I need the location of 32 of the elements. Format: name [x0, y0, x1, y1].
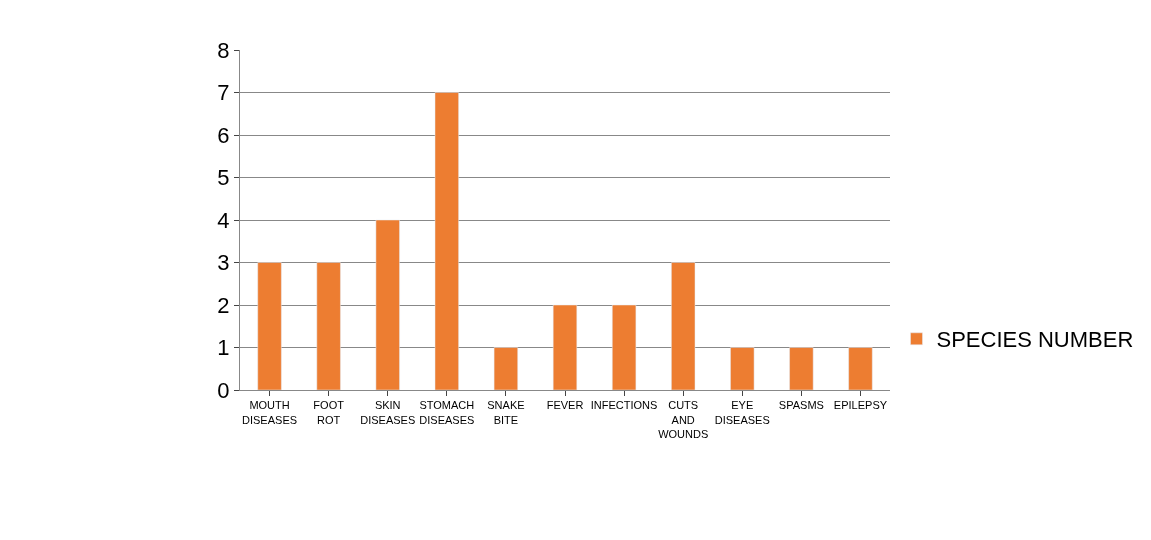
bar: [316, 262, 341, 390]
legend-label: SPECIES NUMBER: [936, 327, 1134, 353]
x-tick-label: INFECTIONS: [590, 399, 658, 412]
y-tick-label: 2: [217, 292, 230, 318]
x-tick-label: FEVER: [546, 399, 584, 412]
bar: [493, 347, 518, 390]
y-tick-label: 3: [217, 250, 230, 276]
y-tick-label: 6: [217, 122, 230, 148]
y-tick-label: 7: [217, 80, 230, 106]
bar: [730, 347, 755, 390]
x-tick-label: STOMACH DISEASES: [419, 399, 475, 426]
x-tick-label: CUTS AND WOUNDS: [658, 399, 709, 440]
bar: [789, 347, 814, 390]
x-tick-label: SKIN DISEASES: [360, 399, 416, 426]
y-tick-label: 1: [217, 335, 230, 361]
bar: [552, 304, 578, 390]
y-tick-label: 5: [217, 165, 230, 191]
x-tick-label: EYE DISEASES: [714, 399, 770, 426]
x-tick-label: FOOT ROT: [313, 399, 345, 426]
x-tick-label: SPASMS: [778, 399, 824, 412]
bar: [848, 347, 873, 390]
x-tick-label: EPILEPSY: [833, 399, 888, 412]
bar: [671, 262, 696, 390]
y-tick-label: 0: [217, 377, 230, 403]
bar: [257, 262, 282, 390]
y-tick-label: 8: [217, 37, 230, 63]
bar: [375, 219, 400, 390]
y-tick-label: 4: [217, 207, 230, 233]
bar: [612, 304, 637, 390]
bar: [434, 92, 459, 390]
x-tick-label: MOUTH DISEASES: [242, 399, 298, 426]
x-tick-label: SNAKE BITE: [487, 399, 525, 426]
